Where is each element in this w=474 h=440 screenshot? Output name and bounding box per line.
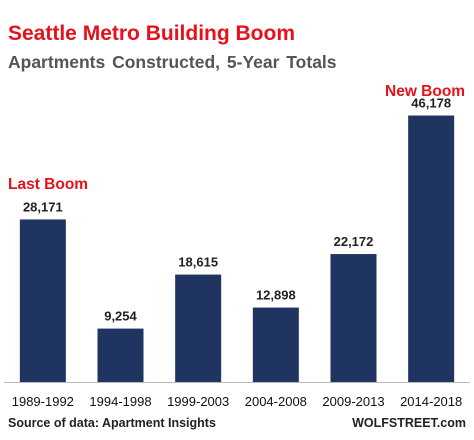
chart-subtitle: Apartments Constructed, 5-Year Totals <box>8 52 337 72</box>
bar-2014-2018 <box>408 115 455 382</box>
data-label: 28,171 <box>23 199 63 214</box>
data-label: 9,254 <box>104 309 137 324</box>
x-tick-label: 2004-2008 <box>245 394 307 409</box>
chart-title: Seattle Metro Building Boom <box>8 22 296 45</box>
x-tick-label: 2009-2013 <box>322 394 384 409</box>
bar-1994-1998 <box>97 328 144 382</box>
brand-label: WOLFSTREET.com <box>352 416 466 430</box>
data-label: 46,178 <box>411 96 451 111</box>
data-label: 18,615 <box>178 255 218 270</box>
x-tick-label: 1989-1992 <box>12 394 74 409</box>
annotation-last-boom: Last Boom <box>8 176 89 193</box>
data-label: 22,172 <box>334 234 374 249</box>
data-label: 12,898 <box>256 288 296 303</box>
x-tick-label: 1994-1998 <box>89 394 151 409</box>
bar-2009-2013 <box>330 254 377 382</box>
x-tick-label: 1999-2003 <box>167 394 229 409</box>
source-note: Source of data: Apartment Insights <box>8 416 216 430</box>
bar-1989-1992 <box>19 219 66 382</box>
annotation-new-boom: New Boom <box>385 83 466 100</box>
bar-2004-2008 <box>252 307 299 382</box>
x-tick-label: 2014-2018 <box>400 394 462 409</box>
bar-1999-2003 <box>175 274 222 382</box>
